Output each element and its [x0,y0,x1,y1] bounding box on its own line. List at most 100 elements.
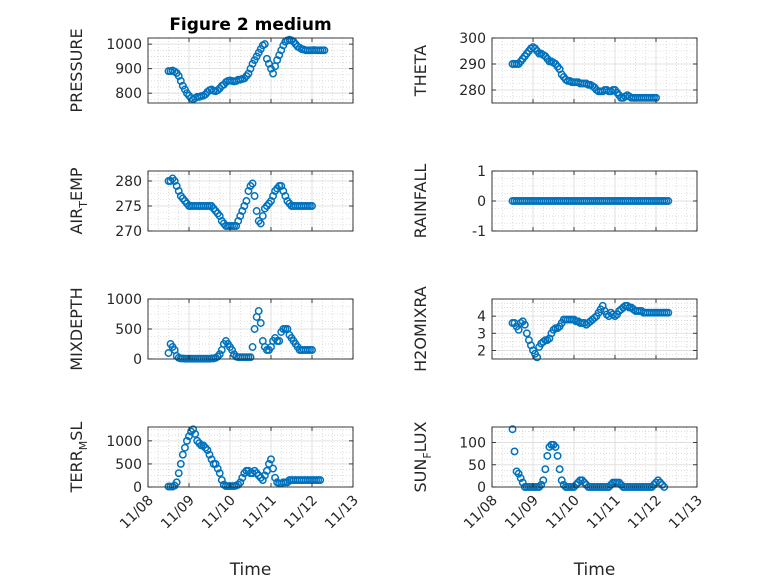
data-point [539,476,548,485]
y-axis-label: THETA [411,45,430,97]
data-point [215,469,224,478]
data-point [252,207,261,215]
xtick-label: 11/08 [461,493,501,533]
data-point [609,310,617,319]
xtick-label: 11/12 [281,493,321,533]
data-point [590,313,599,322]
y-axis-label-subscript: M [77,441,90,451]
subplot-4: -1 0 1 RAINFALL [411,164,698,240]
data-point [578,476,587,485]
xtick-label: 11/11 [584,493,624,533]
data-point [549,440,558,449]
data-point [269,464,277,473]
data-point [514,469,523,478]
ytick-label: 270 [115,224,142,240]
data-point [551,443,560,451]
data-point [267,455,275,464]
ytick-label: 1000 [106,434,142,450]
data-point [178,450,187,459]
data-point [512,467,521,476]
data-point [215,350,224,359]
data-point [572,480,580,489]
xtick-label: 11/13 [322,493,362,533]
ytick-label: 100 [459,436,486,452]
y-axis-label-rest: SL [67,422,86,441]
data-point [258,212,267,220]
y-axis-label-subscript: F [421,452,434,458]
data-point [508,425,517,434]
data-point [658,480,667,489]
data-point [539,337,548,346]
data-point [664,197,673,205]
xtick-label: 11/09 [502,493,542,533]
data-point [260,471,269,480]
data-point [514,325,523,334]
data-point [258,476,267,485]
data-point [543,451,552,460]
data-point [549,325,558,334]
x-axis-label: Time [573,560,616,580]
data-point [205,450,214,459]
xtick-label: 11/11 [240,493,280,533]
data-point [250,192,259,200]
data-point [308,346,316,354]
data-point [580,478,589,487]
data-point [320,46,329,55]
data-point [191,429,200,438]
data-point [570,315,578,324]
y-axis-label: TERRMSL [67,422,90,494]
ytick-label: 1000 [106,292,142,308]
y-axis-label: SUNFLUX [411,421,434,492]
data-point [543,336,552,345]
xtick-label: 11/08 [117,493,157,533]
ytick-label: -1 [472,224,486,240]
ytick-label: 500 [115,322,142,338]
data-point [183,436,191,445]
y-axis-label-rest: EMP [67,167,86,201]
subplot-1: 800 900 1000 PRESSURE Figure 2 medium [67,15,354,113]
subplot-2: 280 290 300 THETA [411,31,698,104]
data-point [522,329,531,338]
ytick-label: 0 [133,352,142,368]
data-point [611,312,619,321]
ytick-label: 0 [477,194,486,210]
ytick-label: 280 [115,174,142,190]
ytick-label: 280 [459,83,486,99]
ytick-label: 300 [459,31,486,47]
data-point [256,219,265,228]
ytick-label: 50 [468,458,486,474]
figure-title: Figure 2 medium [169,15,331,35]
xtick-label: 11/09 [158,493,198,533]
data-point [172,478,181,487]
xtick-label: 11/13 [666,493,706,533]
data-point [236,478,245,487]
data-point [203,446,212,455]
data-point [271,473,280,482]
axes-box [491,426,698,488]
data-point [510,447,519,456]
data-point [518,478,527,487]
axes-box [147,37,354,104]
ytick-label: 4 [477,309,486,325]
data-point [213,464,222,473]
subplot-8: 0 50 100 11/08 11/09 11/10 11/11 11/12 11/13 Time… [411,421,706,580]
y-axis-label-main: SUN [411,459,430,493]
data-point [228,346,237,354]
data-point [516,319,525,327]
data-point [207,455,216,464]
data-point [656,478,665,487]
y-axis-label-rest: LUX [411,421,430,452]
xtick-label: 11/10 [199,493,239,533]
axes-box [147,170,354,232]
data-point [250,325,259,333]
data-point [555,465,564,474]
y-axis-label-main: TERR [67,450,86,493]
subplot-3: 270 275 280 AIRTEMP [67,167,354,240]
data-point [316,476,325,485]
data-point [260,40,269,49]
data-point [275,337,284,345]
data-point [520,320,529,329]
xtick-label: 11/10 [543,493,583,533]
